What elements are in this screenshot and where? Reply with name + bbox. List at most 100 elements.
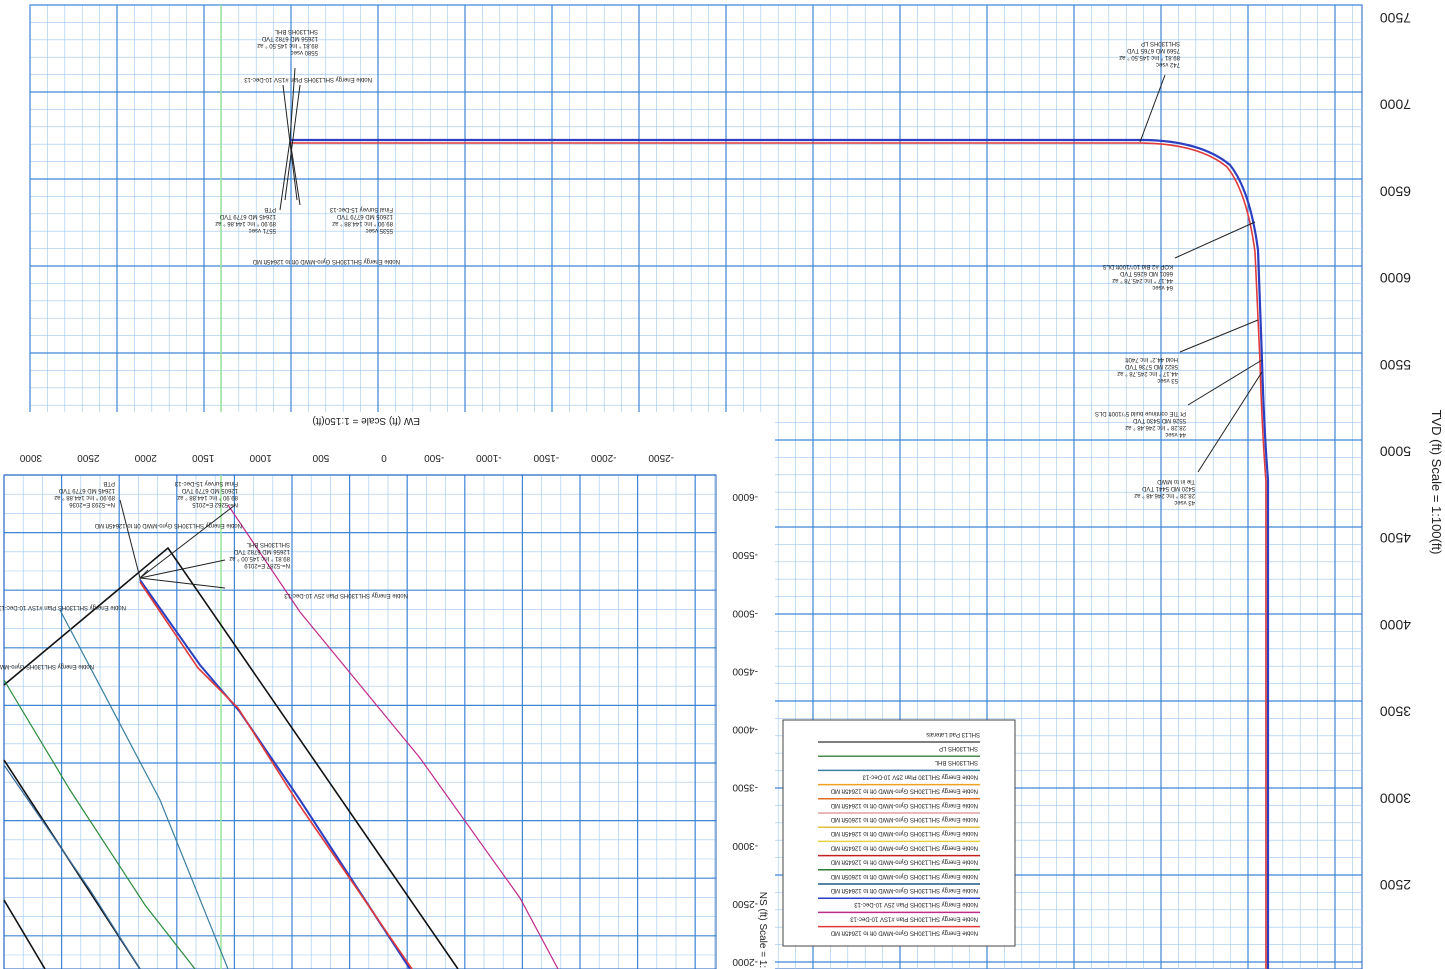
tvd-annotation-leader <box>1139 74 1166 143</box>
ew-tick-label: 2000 <box>134 452 157 463</box>
tvd-tick-label: 4500 <box>1380 530 1411 546</box>
plan-lateral-teal <box>59 609 229 969</box>
tvd-annotation-line: 43 vsec <box>1174 499 1195 505</box>
legend-label: SHL130HS BHL <box>934 759 978 765</box>
plan-lateral-green <box>3 679 196 969</box>
tvd-annotation-line: 89.90 ° Inc 144.86 ° az <box>215 220 276 226</box>
ew-tick-label: -2500 <box>648 452 674 463</box>
plan-lateral-magenta <box>227 504 559 969</box>
legend: SHL13 Pad Laterals SHL130HS LP SHL130HS BH… <box>782 719 1016 947</box>
plan-panel: -2500-2000-1500-1000-5000500100015002000… <box>0 412 775 969</box>
tvd-annotation-leader <box>282 84 298 201</box>
ew-tick-label: -500 <box>424 452 444 463</box>
plan-annotation-line: Final Survey 15-Dec-13 <box>174 480 238 486</box>
tvd-annotation-line: 5535 vsec <box>366 227 393 233</box>
tvd-tick-label: 6000 <box>1380 270 1411 286</box>
ew-tick-label: 0 <box>381 452 387 463</box>
tvd-annotation-line: 89.81 ° Inc 145.50 ° az <box>1119 54 1180 60</box>
tvd-annotation-line: 12605 MD 6779 TVD <box>336 213 393 219</box>
plan-well-path-red <box>139 581 413 969</box>
tvd-annotation-leader <box>1197 371 1263 473</box>
ew-tick-label: 1000 <box>249 452 272 463</box>
tvd-annotation-line: Hold 44.2° Inc 740ft <box>1125 356 1178 362</box>
plan-annotation-leader <box>139 577 226 589</box>
tvd-annotation-line: 5571 vsec <box>249 227 276 233</box>
plan-annotation-line: SHL130HS BHL <box>246 541 290 547</box>
tvd-tick-label: 5500 <box>1380 357 1411 373</box>
tvd-annotation-line: 53 vsec <box>1157 377 1178 383</box>
ns-tick-label: -3000 <box>732 840 758 851</box>
plan-annotation-line: 89.90 ° Inc 144.88 ° az <box>177 494 238 500</box>
tvd-annotation-line: 44 vsec <box>1165 431 1186 437</box>
legend-label: Noble Energy SHL130HS Gyro-MWD 0ft to 12… <box>830 816 978 822</box>
tvd-annotation-line: 6601 MD 6265 TVD <box>1119 270 1173 276</box>
tvd-annotation-line: Tie in to MWD <box>1157 478 1195 484</box>
tvd-annotation-line: 12645 MD 6779 TVD <box>219 213 276 219</box>
legend-box <box>782 719 1016 947</box>
tvd-annotation-line: 44.17 ° Inc 245.78 ° az <box>1112 277 1173 283</box>
ns-tick-label: -5500 <box>732 549 758 560</box>
legend-label: Noble Energy SHL130HS Gyro-MWD 0ft to 12… <box>830 844 978 850</box>
ns-tick-label: -2000 <box>732 956 758 967</box>
plan-annotation-leader <box>119 499 141 579</box>
tvd-tick-label: 2500 <box>1380 877 1411 893</box>
tvd-tick-label: 3500 <box>1380 704 1411 720</box>
tvd-annotation-line: 7569 MD 6765 TVD <box>1126 47 1180 53</box>
plan-annotation-leader <box>139 559 226 579</box>
plan-well-label-gyro: Noble Energy SHL130HS Gyro-MWD 0ft to 12… <box>94 522 242 528</box>
ew-tick-label: 1500 <box>192 452 215 463</box>
legend-title: SHL13 Pad Laterals <box>926 731 980 737</box>
plan-annotation-line: PTB <box>103 480 115 486</box>
ns-axis-title: NS (ft) Scale = 1: <box>757 892 768 968</box>
tvd-annotation-line: 28.28 ° Inc 246.48 ° az <box>1134 492 1195 498</box>
tvd-annotation-line: 28.28 ° Inc 246.48 ° az <box>1125 424 1186 430</box>
tvd-annotation-line: 5580 vsec <box>291 49 318 55</box>
tvd-annotation-leader <box>279 139 291 211</box>
tvd-annotation-line: 89.90 ° Inc 144.88 ° az <box>332 220 393 226</box>
tvd-annotation-line: 5420 MD 5441 TVD <box>1141 485 1195 491</box>
legend-label: Noble Energy SHL130HS Plan #1SV 10-Dec-1… <box>850 915 978 921</box>
legend-label: Noble Energy SHL130HS Gyro-MWD 0ft to 12… <box>830 802 978 808</box>
plan-annotation-line: 12645 MD 6779 TVD <box>58 487 115 493</box>
ns-tick-label: -3500 <box>732 782 758 793</box>
ns-tick-label: -2500 <box>732 898 758 909</box>
ew-tick-label: -1000 <box>476 452 502 463</box>
tvd-well-label-plan: Noble Energy SHL130HS Plan #1SV 10-Dec-1… <box>244 76 372 82</box>
ns-tick-label: -6000 <box>732 491 758 502</box>
plan-background <box>0 412 775 969</box>
tvd-tick-label: 3000 <box>1380 790 1411 806</box>
ns-tick-label: -5000 <box>732 607 758 618</box>
tvd-annotation-line: SHL130HS LP <box>1141 40 1180 46</box>
ew-tick-label: -2000 <box>591 452 617 463</box>
plan-annotation-line: N=-5293 E=2036 <box>69 501 115 507</box>
plan-boundary-line <box>3 899 46 969</box>
plan-annotation-line: 12656 MD 6782 TVD <box>233 548 290 554</box>
legend-label: SHL130HS LP <box>939 745 978 751</box>
tvd-tick-label: 5000 <box>1380 444 1411 460</box>
plan-annotation-line: 89.90 ° Inc 144.88 ° az <box>54 494 115 500</box>
tvd-annotation-line: 89.81 ° Inc 145.50 ° az <box>257 42 318 48</box>
legend-label: Noble Energy SHL130HS Gyro-MWD 0ft to 12… <box>830 930 978 936</box>
plan-annotation-line: N=-5262 E=2015 <box>192 501 238 507</box>
tvd-annotation-line: 5526 MD 5430 TVD <box>1132 417 1186 423</box>
tvd-annotation-line: PTB <box>264 206 276 212</box>
ew-tick-label: 3000 <box>19 452 42 463</box>
tvd-well-path-blue <box>290 138 1270 969</box>
legend-label: Noble Energy SHL130 Plan 25V 10-Dec-13 <box>862 773 978 779</box>
tvd-annotation-line: SHL130HS BHL <box>274 28 318 34</box>
ew-tick-label: 500 <box>312 452 329 463</box>
legend-label: Noble Energy SHL130HS Gyro-MWD 0ft to 12… <box>830 873 978 879</box>
tvd-annotation-line: 742 vsec <box>1156 61 1180 67</box>
tvd-well-path-red <box>290 142 1267 969</box>
tvd-annotation-line: Final Survey 15-Dec-13 <box>329 206 393 212</box>
tvd-annotation-line: 12656 MD 6782 TVD <box>261 35 318 41</box>
ew-axis-title: EW (ft) Scale = 1:150(ft) <box>312 415 420 426</box>
tvd-annotation-line: KOP #2 Bld 10°/100ft DLS <box>1103 263 1173 269</box>
